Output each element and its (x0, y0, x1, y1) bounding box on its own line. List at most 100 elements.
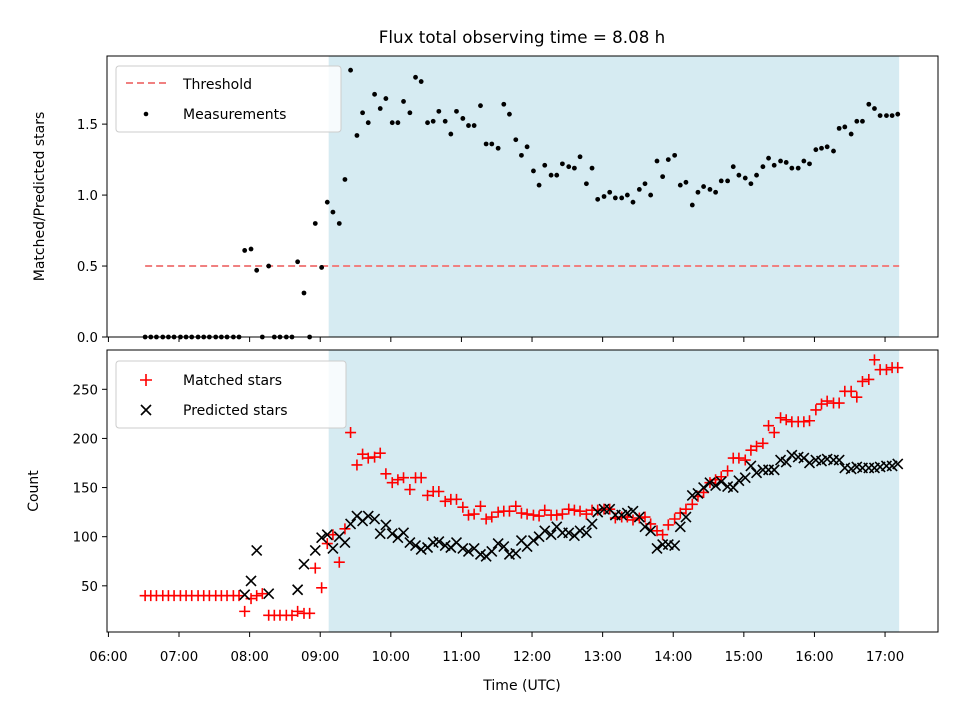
matched-star-point (751, 440, 763, 452)
measurement-point (624, 192, 630, 198)
measurement-point (559, 161, 565, 167)
measurement-point (266, 263, 272, 269)
matched-star-point (486, 511, 498, 523)
y-axis-ticks-top: 0.0 0.5 1.0 1.5 (77, 118, 107, 346)
y-tick-label: 250 (73, 383, 98, 398)
measurement-point (483, 141, 489, 147)
predicted-star-point (768, 464, 780, 476)
measurement-point (248, 246, 254, 252)
measurement-point (713, 189, 718, 195)
measurement-point (677, 182, 683, 188)
measurement-point (701, 184, 706, 189)
measurement-point (478, 103, 483, 109)
predicted-star-point (298, 558, 310, 570)
measurement-point (619, 195, 625, 201)
predicted-star-point (345, 518, 357, 530)
measurement-point (730, 164, 736, 170)
measurement-point (654, 158, 660, 164)
y-axis-label-top: Matched/Predicted stars (32, 112, 48, 282)
measurement-point (813, 147, 819, 153)
measurement-point (636, 187, 642, 192)
measurement-point (577, 154, 583, 160)
matched-star-point (810, 404, 822, 416)
predicted-star-point (633, 511, 645, 523)
legend-measurements-swatch (143, 111, 149, 117)
measurement-point (336, 221, 342, 226)
matched-star-point (357, 448, 369, 460)
measurement-point (324, 199, 330, 205)
measurement-point (389, 120, 395, 126)
y-tick-label: 50 (81, 580, 98, 595)
predicted-star-point (239, 589, 251, 601)
measurement-point (413, 74, 418, 80)
predicted-star-point (457, 542, 469, 555)
matched-star-point (286, 609, 298, 621)
predicted-star-point (527, 535, 540, 547)
matched-star-point (480, 513, 492, 525)
predicted-star-point (316, 532, 328, 544)
panel-ratio: 0.0 0.5 1.0 1.5 Matched/Predicted stars Thr… (32, 55, 939, 346)
chart-title: Flux total observing time = 8.08 h (379, 27, 665, 47)
predicted-star-point (669, 539, 681, 552)
measurement-point (760, 164, 766, 170)
predicted-star-point (586, 518, 598, 530)
measurement-point (436, 108, 442, 114)
measurement-point (718, 178, 724, 184)
measurement-point (401, 99, 406, 104)
measurement-point (471, 123, 477, 128)
matched-star-point (515, 507, 527, 519)
matched-star-point (757, 437, 769, 449)
matched-star-point (392, 474, 404, 486)
x-tick-label: 07:00 (160, 650, 198, 665)
measurement-point (854, 118, 860, 124)
matched-star-point (362, 452, 374, 464)
measurement-point (848, 131, 854, 137)
matched-star-point (568, 504, 580, 516)
legend-predicted-swatch (140, 404, 152, 416)
predicted-star-point (309, 544, 321, 557)
matched-star-point (316, 582, 328, 594)
measurement-point (312, 221, 318, 226)
matched-star-point (892, 362, 904, 374)
axes-frame-bottom (106, 349, 939, 633)
matched-star-point (386, 477, 398, 489)
matched-star-point (433, 485, 445, 497)
x-axis-label: Time (UTC) (482, 678, 560, 694)
measurement-point (430, 118, 436, 124)
matched-star-point (369, 451, 381, 463)
measurement-point (736, 172, 742, 178)
measurement-point (725, 178, 731, 184)
predicted-star-point (362, 510, 374, 522)
x-tick-label: 16:00 (795, 650, 833, 665)
matched-star-point (639, 511, 651, 523)
measurement-point (866, 101, 872, 107)
y-tick-label: 0.0 (77, 331, 98, 346)
matched-star-point (816, 398, 828, 410)
matched-star-point (462, 509, 474, 521)
matched-star-point (845, 385, 857, 397)
measurement-point (742, 175, 748, 181)
measurement-point (242, 248, 248, 253)
measurement-point (418, 79, 424, 84)
y-tick-label: 1.0 (77, 189, 98, 204)
x-tick-label: 12:00 (513, 650, 551, 665)
measurement-point (554, 172, 560, 178)
legend-box-top (115, 65, 342, 133)
measurement-point (683, 179, 689, 185)
measurement-point (607, 189, 613, 195)
measurement-point (660, 174, 666, 180)
matched-star-point (768, 427, 780, 439)
matched-star-point (574, 505, 586, 517)
matched-star-point (527, 509, 539, 521)
matched-star-point (309, 562, 321, 574)
measurement-point (425, 120, 430, 126)
predicted-star-point (710, 480, 722, 492)
measurement-point (872, 106, 877, 111)
x-tick-label: 13:00 (583, 650, 621, 665)
measurement-point (665, 157, 671, 163)
matched-star-point (339, 523, 351, 535)
measurement-point (360, 110, 365, 116)
predicted-star-point (592, 506, 604, 518)
observing-window-span-bottom (328, 350, 900, 632)
